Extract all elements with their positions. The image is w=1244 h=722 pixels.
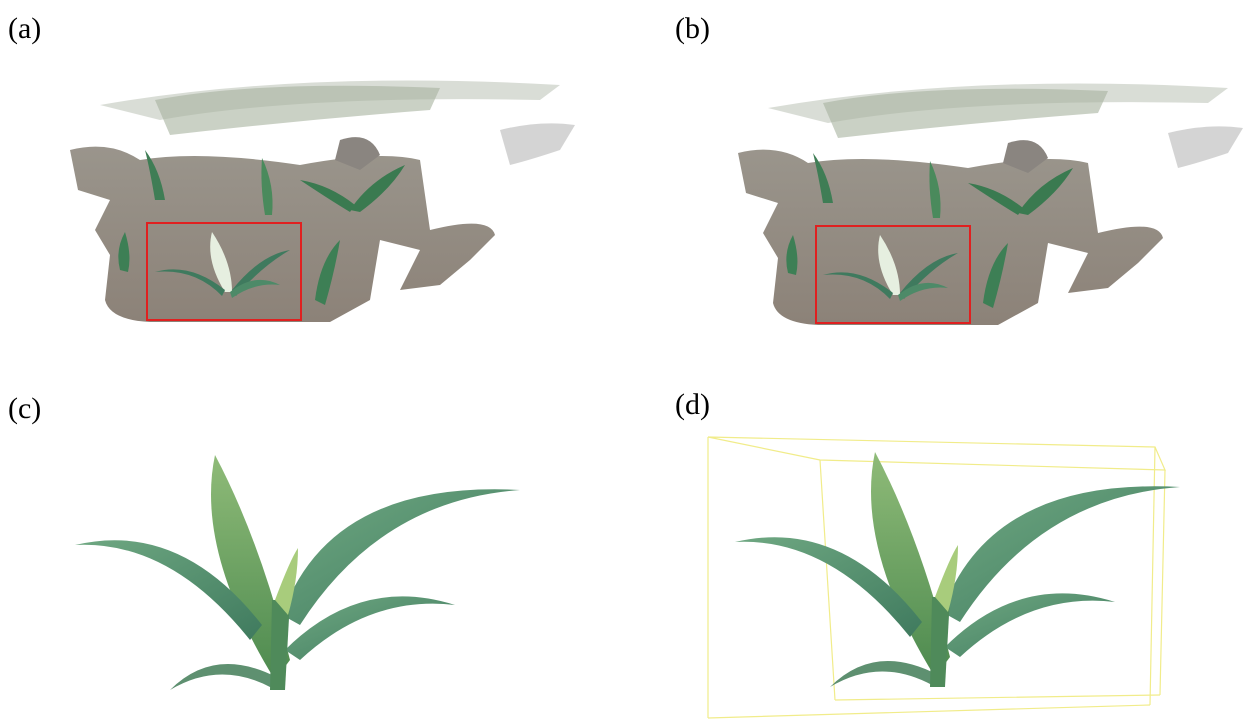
figure: (a) (b) (c) (d) (0, 0, 1244, 722)
panel-label: (d) (675, 388, 710, 421)
panel-d: (d) (675, 388, 1180, 718)
page: {"panels": [{"label": "(a)"}, {"label": … (0, 0, 1244, 722)
plant-image (735, 452, 1180, 687)
panel-b: (b) (675, 12, 1243, 325)
panel-label: (b) (675, 12, 710, 45)
point-cloud-image (738, 84, 1243, 326)
plant-image (75, 455, 520, 690)
panel-label: (a) (8, 12, 41, 45)
panel-a: (a) (8, 12, 575, 322)
point-cloud-image (70, 81, 575, 323)
panel-label: (c) (8, 392, 41, 425)
panel-c: (c) (8, 392, 520, 690)
